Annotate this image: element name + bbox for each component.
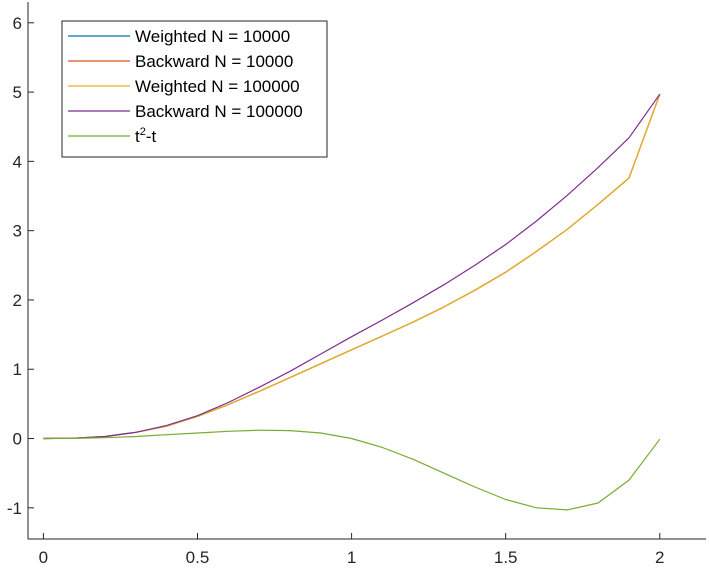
x-tick-label: 1.5 [494,548,518,567]
x-tick-label: 2 [655,548,664,567]
y-tick-label: -1 [7,499,22,518]
series-line-5 [43,429,661,511]
y-tick-label: 3 [13,222,22,241]
legend-label: Backward N = 10000 [135,52,293,71]
legend-label: Backward N = 100000 [135,102,303,121]
legend-box [61,20,328,158]
x-tick-label: 1 [347,548,356,567]
y-tick-label: 0 [13,430,22,449]
legend-label: Weighted N = 10000 [135,27,290,46]
plot-lines [43,93,661,511]
y-tick-label: 6 [13,14,22,33]
y-tick-label: 5 [13,83,22,102]
y-tick-label: 4 [13,152,22,171]
legend-label: t2-t [135,126,157,146]
y-tick-label: 2 [13,291,22,310]
legend-label: Weighted N = 100000 [135,77,300,96]
x-tick-label: 0 [39,548,48,567]
x-tick-label: 0.5 [186,548,210,567]
legend: Weighted N = 10000 Backward N = 10000 Weig… [61,20,328,158]
series-line-4 [43,93,661,440]
y-tick-label: 1 [13,360,22,379]
